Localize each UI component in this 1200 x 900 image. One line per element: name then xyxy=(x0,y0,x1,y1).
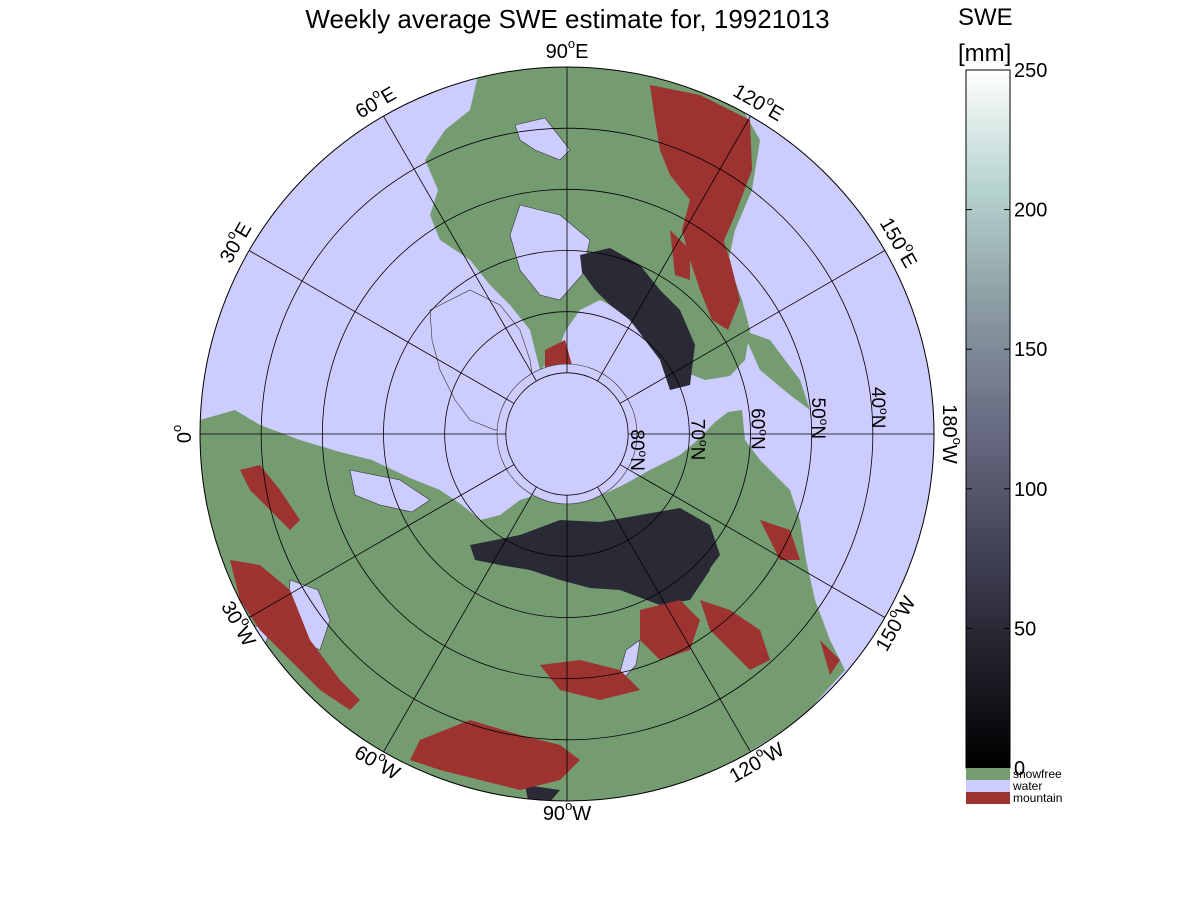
great-lakes xyxy=(514,117,571,161)
alaska-landmass xyxy=(742,330,810,410)
arctic-ocean xyxy=(496,363,638,505)
legend-swatch-mountain xyxy=(966,792,1010,804)
meridian-label: 90oW xyxy=(543,799,591,826)
meridian-line xyxy=(597,486,751,753)
figure-title: Weekly average SWE estimate for, 1992101… xyxy=(305,4,830,34)
colorbar-tick-label: 100 xyxy=(1014,479,1047,501)
colorbar-tick-label: 250 xyxy=(1014,60,1047,82)
meridian-line xyxy=(619,464,886,618)
eurasia-landmass xyxy=(200,410,845,801)
map-border xyxy=(199,66,935,802)
meridian-label: 90oE xyxy=(546,36,589,63)
colorbar-tick-label: 150 xyxy=(1014,339,1047,361)
meridian-label: 180oW xyxy=(938,404,965,464)
meridian-line xyxy=(597,115,751,382)
parallel-label: 70oN xyxy=(686,419,710,461)
parallel-label: 80oN xyxy=(626,429,650,471)
graticule xyxy=(200,67,934,801)
parallel-labels: 80oN 70oN 60oN 50oN 40oN xyxy=(626,387,891,471)
parallel-label: 50oN xyxy=(807,398,831,440)
colorbar-gradient xyxy=(965,69,1011,769)
baltic-sea xyxy=(349,469,431,513)
legend-label-mountain: mountain xyxy=(1013,791,1062,805)
meridian-line xyxy=(383,486,537,753)
meridian-line xyxy=(619,250,886,404)
colorbar-tick-label: 0 xyxy=(1014,758,1025,780)
mountain-areas xyxy=(230,85,840,790)
meridian-line xyxy=(248,464,515,618)
parallel-label: 60oN xyxy=(747,408,771,450)
meridian-line xyxy=(248,250,515,404)
legend-label-snowfree: snowfree xyxy=(1013,767,1062,781)
swe-snow-patches xyxy=(470,248,720,801)
colorbar-ticks: 0 50 100 150 200 250 xyxy=(966,60,1047,780)
hudson-bay xyxy=(509,204,591,301)
colorbar-title: SWE xyxy=(958,4,1013,31)
legend-swatch-water xyxy=(966,780,1010,792)
meridian-line xyxy=(383,115,537,382)
legend-label-water: water xyxy=(1012,779,1042,793)
colorbar-unit: [mm] xyxy=(958,40,1012,67)
legend-swatch-snowfree xyxy=(966,768,1010,780)
meridian-label: 0o xyxy=(169,425,196,443)
colorbar-tick-label: 50 xyxy=(1014,618,1036,640)
parallel-label: 40oN xyxy=(867,387,891,429)
colorbar-tick-label: 200 xyxy=(1014,200,1047,222)
